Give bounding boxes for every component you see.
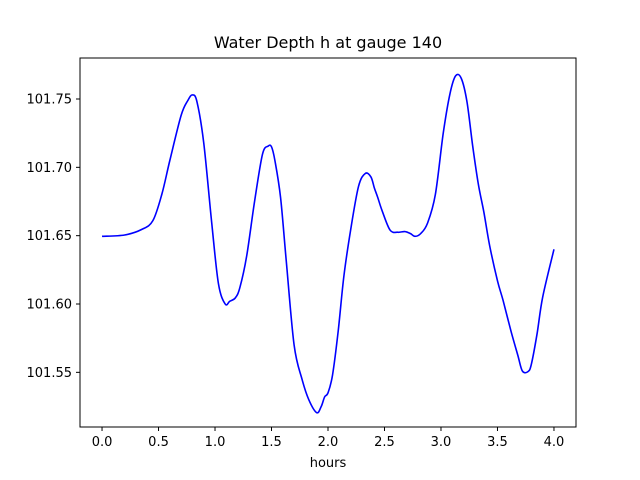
plot-area: [79, 57, 577, 428]
chart-title: Water Depth h at gauge 140: [214, 33, 442, 52]
x-tick-label: 3.5: [487, 435, 508, 450]
series-line-0: [101, 73, 555, 414]
x-tick-label: 0.0: [92, 435, 113, 450]
x-tick-label: 1.5: [261, 435, 282, 450]
y-tick-label: 101.60: [27, 298, 73, 313]
x-tick-label: 0.5: [148, 435, 169, 450]
y-tick-label: 101.70: [27, 161, 73, 176]
y-tick-label: 101.65: [27, 229, 73, 244]
y-tick-label: 101.75: [27, 93, 73, 108]
axes-background: [80, 58, 576, 427]
x-tick-label: 3.0: [431, 435, 452, 450]
x-tick-label: 4.0: [544, 435, 565, 450]
y-tick-label: 101.55: [27, 366, 73, 381]
x-tick-label: 1.0: [205, 435, 226, 450]
axis-ticks: 0.0 0.5 1.0 1.5 2.0 2.5 3.0 3.5 4.0 101.55 101.60 1…: [27, 93, 565, 451]
x-tick-label: 2.5: [374, 435, 395, 450]
x-axis-label: hours: [310, 456, 347, 471]
x-tick-label: 2.0: [318, 435, 339, 450]
